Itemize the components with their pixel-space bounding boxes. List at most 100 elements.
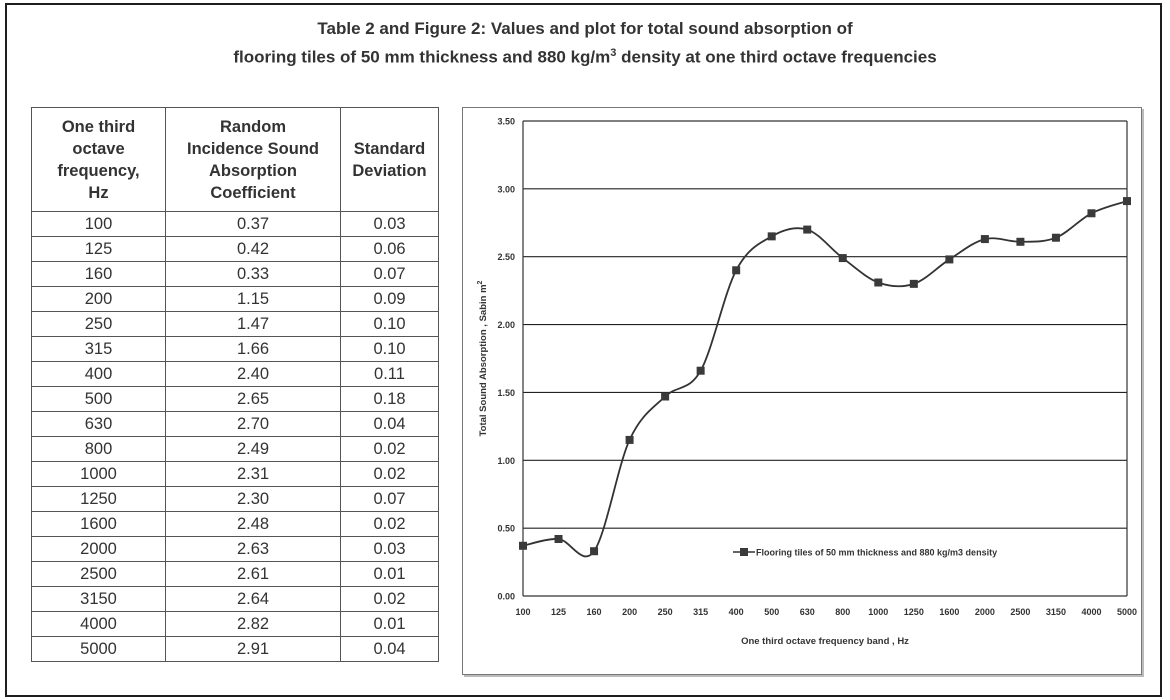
header-line: Absorption: [209, 161, 297, 180]
x-tick-label: 250: [658, 607, 673, 617]
coefficient-cell: 2.48: [165, 511, 341, 537]
table-row: 1250 2.30 0.07: [31, 486, 439, 512]
y-tick-label: 2.50: [497, 252, 515, 262]
data-point-marker: [838, 254, 847, 263]
series-line: [522, 200, 1128, 558]
table-row: 200 1.15 0.09: [31, 286, 439, 312]
deviation-cell: 0.03: [340, 536, 439, 562]
frequency-cell: 200: [31, 286, 166, 312]
coefficient-cell: 0.42: [165, 236, 341, 262]
table-row: 3150 2.64 0.02: [31, 586, 439, 612]
deviation-cell: 0.02: [340, 436, 439, 462]
figure-frame: [5, 3, 1162, 697]
deviation-cell: 0.01: [340, 561, 439, 587]
frequency-cell: 125: [31, 236, 166, 262]
header-line: frequency,: [57, 161, 140, 180]
data-point-marker: [1051, 233, 1060, 242]
deviation-cell: 0.09: [340, 286, 439, 312]
table-row: 2500 2.61 0.01: [31, 561, 439, 587]
x-tick-label: 2500: [1010, 607, 1030, 617]
header-line: Deviation: [352, 161, 427, 180]
header-coefficient: Random Incidence Sound Absorption Coeffi…: [165, 107, 341, 212]
x-tick-label: 1000: [868, 607, 888, 617]
y-tick-label: 0.00: [497, 592, 515, 602]
x-tick-label: 2000: [975, 607, 995, 617]
y-tick-label: 3.00: [497, 184, 515, 194]
coefficient-cell: 2.65: [165, 386, 341, 412]
figure-title: Table 2 and Figure 2: Values and plot fo…: [0, 17, 1170, 70]
data-point-marker: [767, 232, 776, 241]
table-row: 400 2.40 0.11: [31, 361, 439, 387]
coefficient-cell: 1.15: [165, 286, 341, 312]
coefficient-cell: 1.47: [165, 311, 341, 337]
x-tick-label: 3150: [1046, 607, 1066, 617]
deviation-cell: 0.10: [340, 311, 439, 337]
coefficient-cell: 2.82: [165, 611, 341, 637]
frequency-cell: 2500: [31, 561, 166, 587]
header-line: Hz: [88, 183, 109, 202]
coefficient-cell: 0.33: [165, 261, 341, 287]
table-row: 1000 2.31 0.02: [31, 461, 439, 487]
frequency-cell: 800: [31, 436, 166, 462]
header-line: Standard: [353, 139, 426, 158]
header-deviation: Standard Deviation: [340, 107, 439, 212]
table-row: 5000 2.91 0.04: [31, 636, 439, 662]
deviation-cell: 0.10: [340, 336, 439, 362]
x-tick-label: 630: [800, 607, 815, 617]
title-superscript: 3: [610, 47, 617, 59]
title-line-2: flooring tiles of 50 mm thickness and 88…: [0, 41, 1170, 70]
data-point-marker: [1123, 197, 1131, 206]
y-tick-label: 2.00: [497, 320, 515, 330]
coefficient-cell: 2.91: [165, 636, 341, 662]
data-point-marker: [980, 235, 989, 244]
coefficient-cell: 2.40: [165, 361, 341, 387]
title-line-1: Table 2 and Figure 2: Values and plot fo…: [317, 19, 853, 38]
deviation-cell: 0.07: [340, 261, 439, 287]
frequency-cell: 1600: [31, 511, 166, 537]
x-tick-label: 200: [622, 607, 637, 617]
y-tick-label: 0.50: [497, 524, 515, 534]
data-point-marker: [909, 279, 918, 288]
data-point-marker: [554, 535, 563, 543]
coefficient-cell: 2.64: [165, 586, 341, 612]
header-line: octave: [72, 139, 125, 158]
deviation-cell: 0.02: [340, 461, 439, 487]
table-row: 315 1.66 0.10: [31, 336, 439, 362]
deviation-cell: 0.02: [340, 511, 439, 537]
table-row: 100 0.37 0.03: [31, 211, 439, 237]
data-point-marker: [1016, 237, 1025, 246]
data-point-marker: [696, 366, 705, 375]
frequency-cell: 315: [31, 336, 166, 362]
coefficient-cell: 2.70: [165, 411, 341, 437]
table-row: 500 2.65 0.18: [31, 386, 439, 412]
deviation-cell: 0.18: [340, 386, 439, 412]
coefficient-cell: 0.37: [165, 211, 341, 237]
frequency-cell: 100: [31, 211, 166, 237]
coefficient-cell: 1.66: [165, 336, 341, 362]
title-line-2-tail: density at one third octave frequencies: [616, 47, 937, 67]
frequency-cell: 400: [31, 361, 166, 387]
table-body: 100 0.37 0.03 125 0.42 0.06 160 0.33 0.07 200 1.15…: [31, 211, 439, 662]
frequency-cell: 1250: [31, 486, 166, 512]
absorption-chart: 0.00 0.50 1.00 1.50 2.00 2.50 3.00 3.50 100 125 16…: [477, 117, 1137, 648]
frequency-cell: 500: [31, 386, 166, 412]
x-tick-label: 160: [587, 607, 602, 617]
legend-marker: [740, 548, 748, 556]
frequency-cell: 2000: [31, 536, 166, 562]
data-point-marker: [590, 547, 599, 556]
table-row: 125 0.42 0.06: [31, 236, 439, 262]
legend-label: Flooring tiles of 50 mm thickness and 88…: [756, 548, 997, 558]
frequency-cell: 250: [31, 311, 166, 337]
x-tick-label: 4000: [1081, 607, 1101, 617]
frequency-cell: 630: [31, 411, 166, 437]
table-header-row: One third octave frequency, Hz Random In…: [31, 107, 439, 212]
table-row: 4000 2.82 0.01: [31, 611, 439, 637]
frequency-cell: 160: [31, 261, 166, 287]
deviation-cell: 0.06: [340, 236, 439, 262]
y-tick-label: 1.00: [497, 456, 515, 466]
x-tick-label: 1250: [904, 607, 924, 617]
x-tick-label: 500: [764, 607, 779, 617]
deviation-cell: 0.11: [340, 361, 439, 387]
x-tick-label: 800: [835, 607, 850, 617]
x-tick-label: 400: [729, 607, 744, 617]
